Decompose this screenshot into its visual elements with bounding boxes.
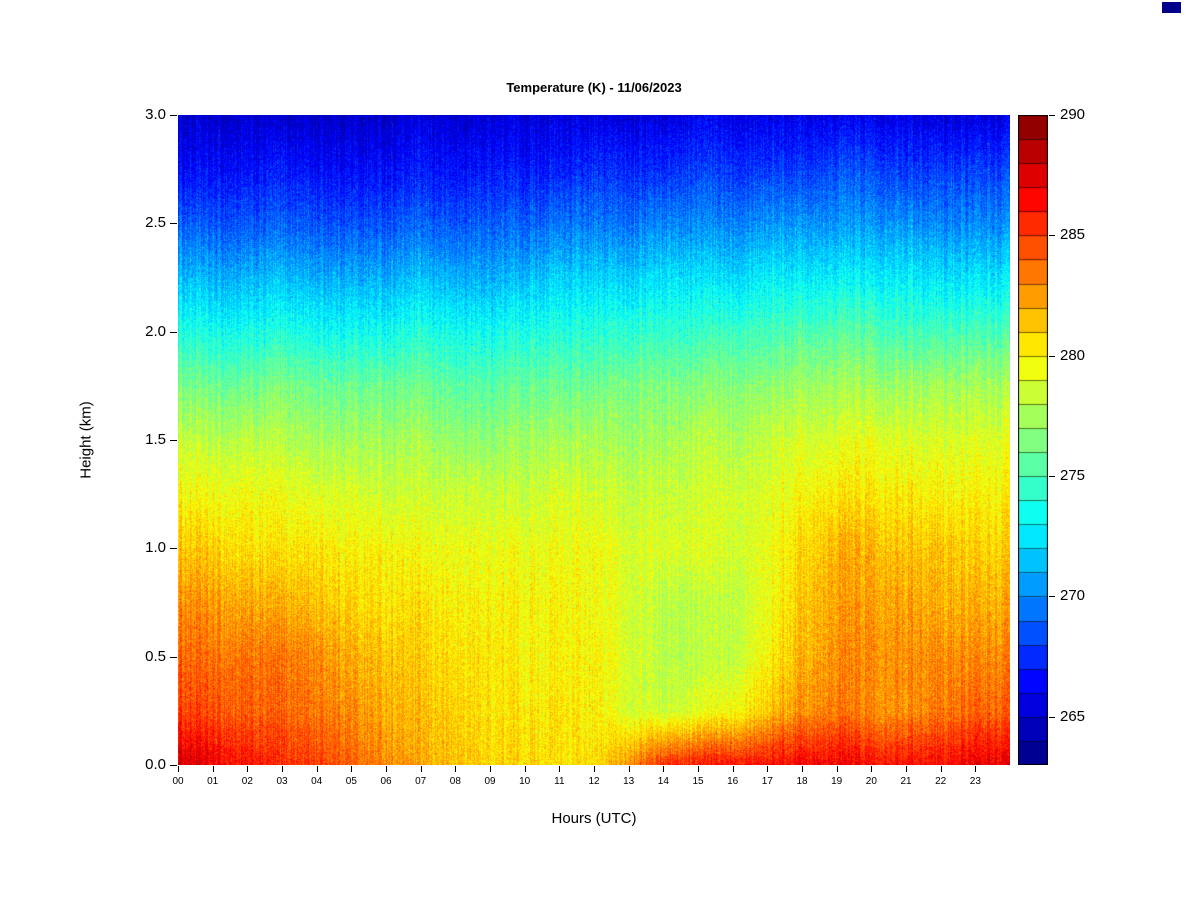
x-tick-mark xyxy=(837,766,838,772)
x-tick-mark xyxy=(594,766,595,772)
x-tick-label: 01 xyxy=(207,776,219,787)
x-tick-label: 05 xyxy=(345,776,357,787)
x-tick-mark xyxy=(247,766,248,772)
colorbar-tick-label: 280 xyxy=(1060,346,1086,364)
x-tick-mark xyxy=(525,766,526,772)
x-tick-mark xyxy=(906,766,907,772)
x-axis-label: Hours (UTC) xyxy=(551,810,637,827)
x-tick-mark xyxy=(178,766,179,772)
x-tick-label: 11 xyxy=(554,776,565,787)
x-tick-mark xyxy=(767,766,768,772)
x-tick-mark xyxy=(975,766,976,772)
x-tick-mark xyxy=(559,766,560,772)
x-tick-mark xyxy=(490,766,491,772)
x-tick-mark xyxy=(455,766,456,772)
y-tick-mark xyxy=(170,332,177,333)
x-tick-label: 00 xyxy=(172,776,184,787)
colorbar-tick-label: 290 xyxy=(1060,106,1086,123)
x-tick-label: 14 xyxy=(657,776,669,787)
x-tick-mark xyxy=(282,766,283,772)
x-tick-mark xyxy=(663,766,664,772)
x-tick-label: 16 xyxy=(727,776,739,787)
y-tick-label: 0.0 xyxy=(145,756,166,773)
colorbar-tick-label: 270 xyxy=(1060,587,1086,605)
x-tick-label: 13 xyxy=(623,776,635,787)
x-tick-label: 09 xyxy=(484,776,496,787)
x-tick-label: 23 xyxy=(969,776,981,787)
x-tick-mark xyxy=(317,766,318,772)
colorbar-tick-mark xyxy=(1049,476,1055,477)
x-tick-label: 18 xyxy=(796,776,808,787)
x-tick-mark xyxy=(802,766,803,772)
y-tick-label: 1.0 xyxy=(145,539,166,557)
x-tick-label: 04 xyxy=(311,776,323,787)
colorbar-tick-mark xyxy=(1049,115,1055,116)
x-tick-mark xyxy=(698,766,699,772)
x-tick-label: 07 xyxy=(415,776,427,787)
x-tick-mark xyxy=(733,766,734,772)
chart-title: Temperature (K) - 11/06/2023 xyxy=(506,80,682,95)
y-tick-mark xyxy=(170,223,177,224)
x-tick-mark xyxy=(386,766,387,772)
x-tick-label: 22 xyxy=(935,776,947,787)
colorbar-tick-mark xyxy=(1049,596,1055,597)
colorbar-tick-label: 275 xyxy=(1060,467,1086,485)
y-tick-label: 2.5 xyxy=(145,214,166,232)
x-tick-label: 02 xyxy=(241,776,253,787)
heatmap-canvas xyxy=(178,115,1010,765)
window-corner-artifact xyxy=(1162,2,1181,13)
y-tick-label: 0.5 xyxy=(145,647,166,665)
colorbar-tick-mark xyxy=(1049,356,1055,357)
x-tick-label: 15 xyxy=(692,776,704,787)
x-tick-mark xyxy=(629,766,630,772)
y-axis-label: Height (km) xyxy=(77,401,95,479)
colorbar-tick-mark xyxy=(1049,235,1055,236)
x-tick-label: 12 xyxy=(588,776,600,787)
x-tick-mark xyxy=(941,766,942,772)
x-tick-label: 06 xyxy=(380,776,392,787)
x-tick-label: 21 xyxy=(900,776,912,787)
colorbar-tick-label: 265 xyxy=(1060,707,1086,725)
colorbar-tick-mark xyxy=(1049,717,1055,718)
colorbar-tick-label: 285 xyxy=(1060,226,1086,244)
y-tick-mark xyxy=(170,548,177,549)
y-tick-label: 2.0 xyxy=(145,322,166,340)
x-tick-mark xyxy=(871,766,872,772)
x-tick-mark xyxy=(421,766,422,772)
x-tick-mark xyxy=(351,766,352,772)
x-tick-label: 17 xyxy=(761,776,773,787)
colorbar-canvas xyxy=(1018,115,1048,765)
x-tick-mark xyxy=(213,766,214,772)
x-tick-label: 20 xyxy=(865,776,877,787)
y-tick-mark xyxy=(170,440,177,441)
y-tick-mark xyxy=(170,657,177,658)
y-tick-mark xyxy=(170,115,177,116)
x-tick-label: 03 xyxy=(276,776,288,787)
y-tick-label: 3.0 xyxy=(145,106,166,123)
y-tick-label: 1.5 xyxy=(145,431,166,448)
x-tick-label: 19 xyxy=(831,776,843,787)
x-tick-label: 10 xyxy=(519,776,531,787)
x-tick-label: 08 xyxy=(449,776,461,787)
y-tick-mark xyxy=(170,765,177,766)
